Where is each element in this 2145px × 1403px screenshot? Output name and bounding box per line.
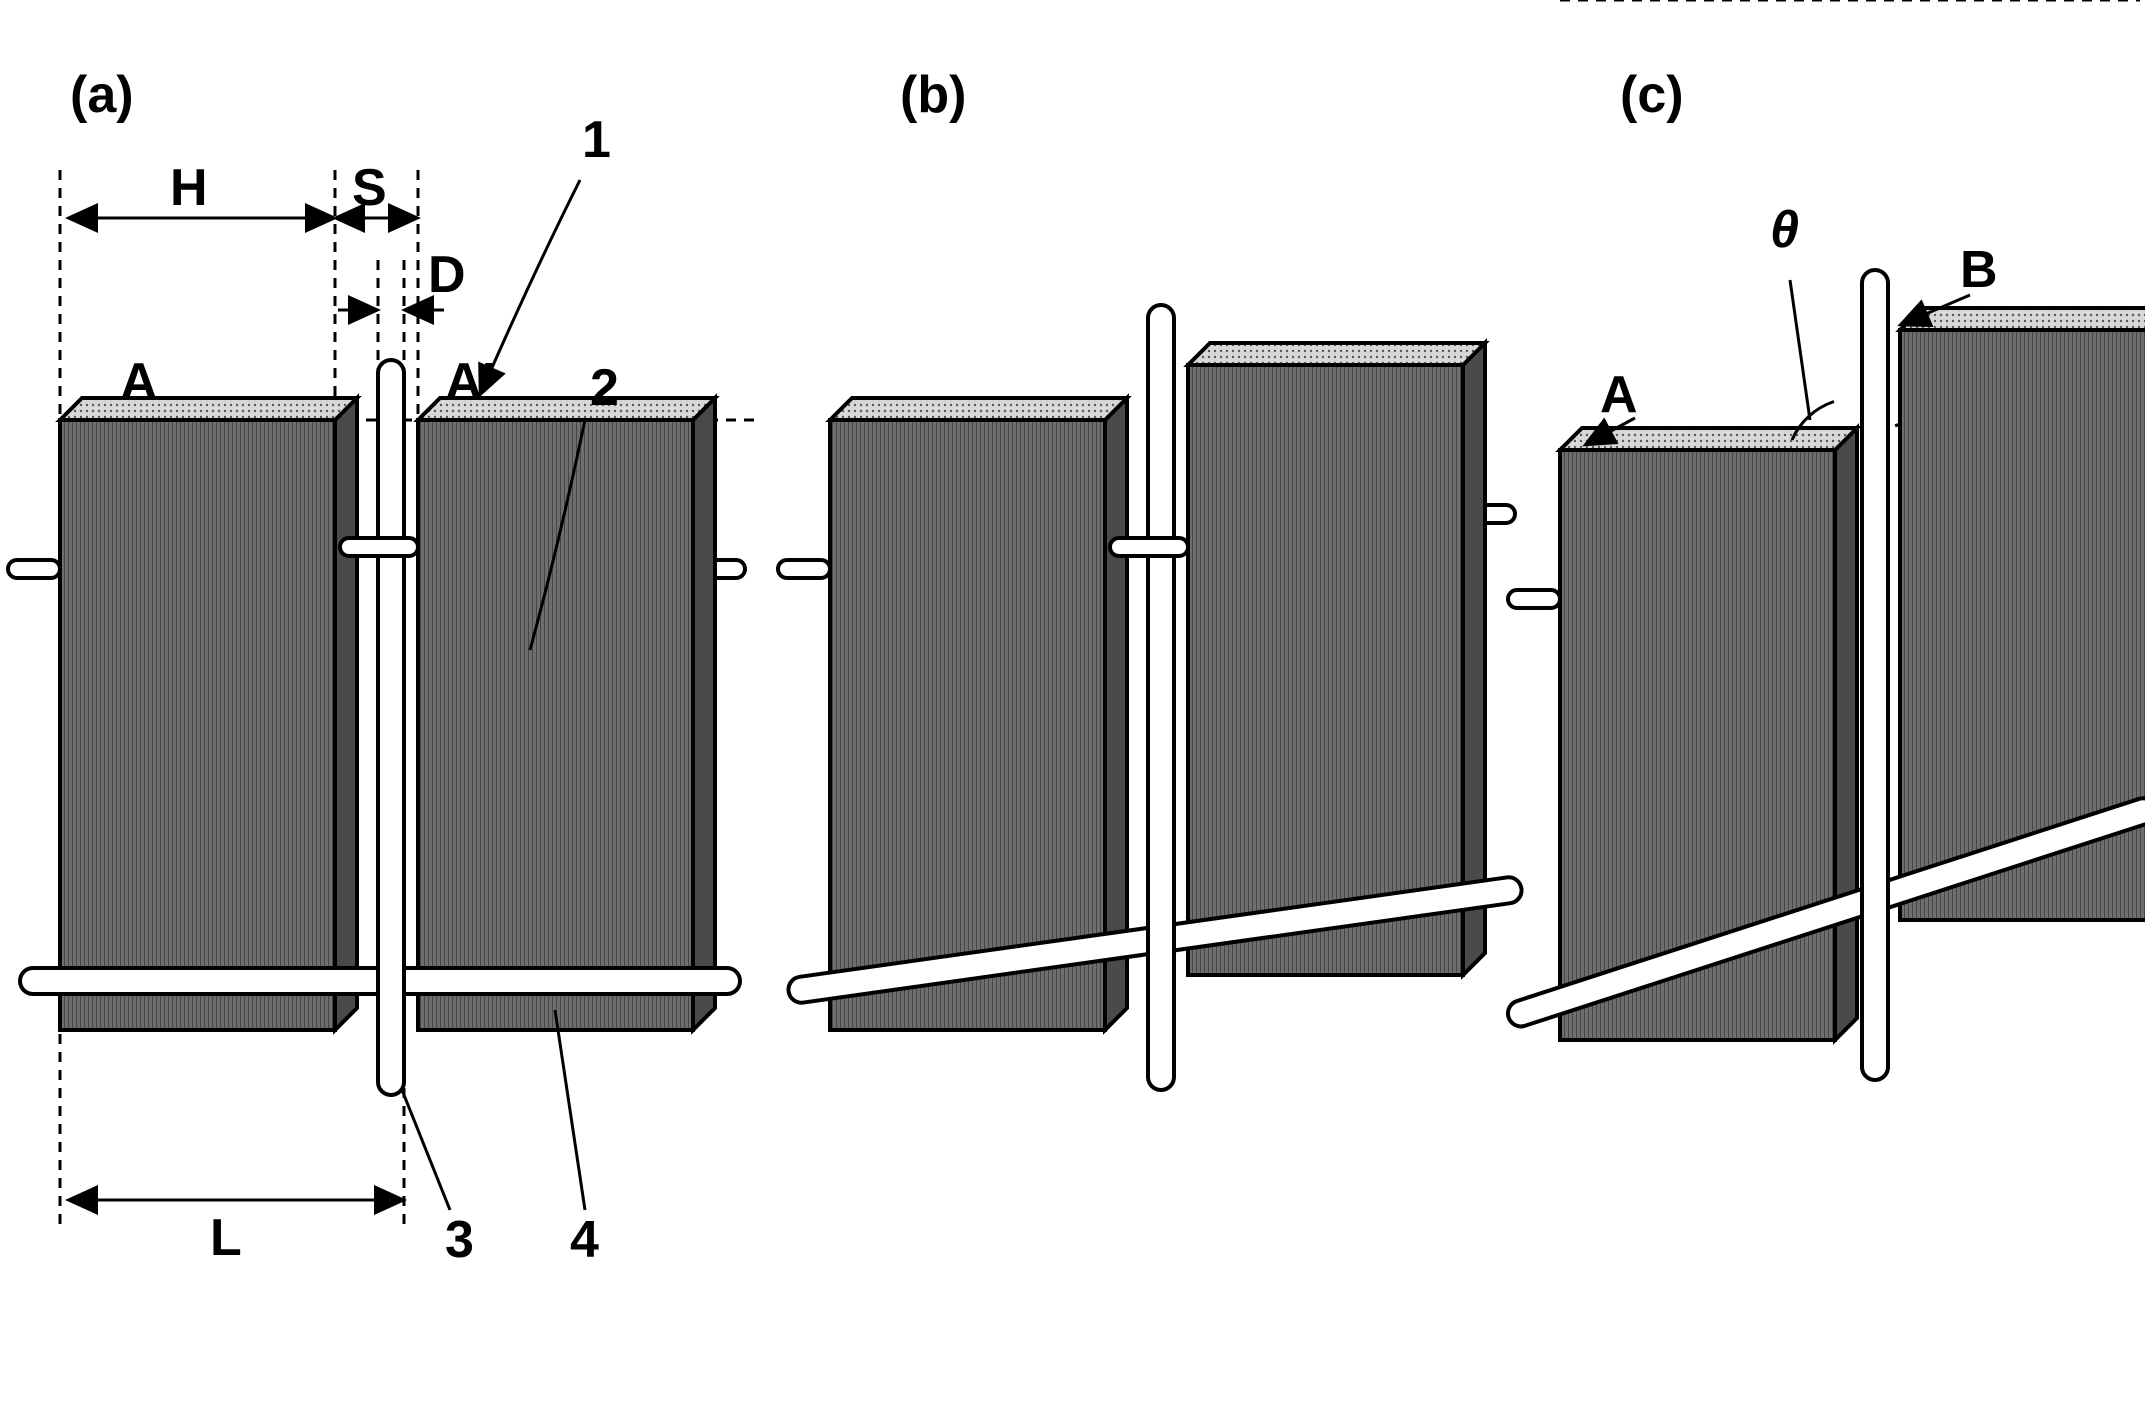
ref-label-2: 2: [590, 358, 619, 418]
ref-label-3: 3: [445, 1210, 474, 1270]
diagram-canvas: (a) (b) (c) H S D L A A' 1 2 3 4 θ A B: [0, 0, 2145, 1403]
diagram-svg: [0, 0, 2145, 1403]
dim-label-S: S: [352, 158, 387, 218]
ref-label-Aprime: A': [445, 352, 495, 412]
panel-label-b: (b): [900, 65, 966, 125]
panel-label-a: (a): [70, 65, 134, 125]
dim-label-H: H: [170, 158, 208, 218]
ref-label-4: 4: [570, 1210, 599, 1270]
panel-label-c: (c): [1620, 65, 1684, 125]
ref-label-A-a: A: [120, 352, 158, 412]
ref-label-theta: θ: [1770, 200, 1799, 260]
dim-label-D: D: [428, 245, 466, 305]
dim-label-L: L: [210, 1208, 242, 1268]
ref-label-1: 1: [582, 110, 611, 170]
ref-label-B: B: [1960, 240, 1998, 300]
ref-label-A-c: A: [1600, 365, 1638, 425]
